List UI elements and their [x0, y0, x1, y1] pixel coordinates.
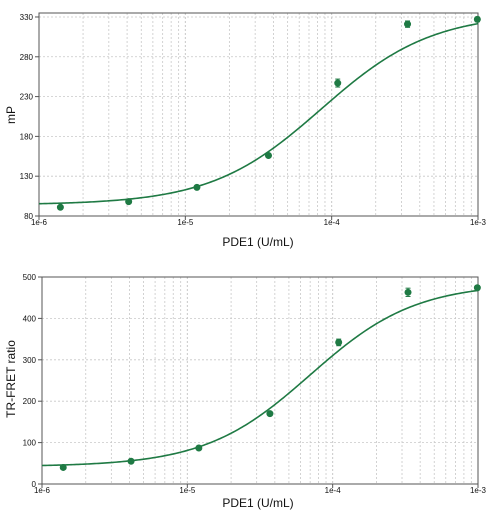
- x-tick-label: 1e-4: [324, 218, 341, 227]
- grid: [41, 276, 479, 485]
- data-point: [264, 151, 272, 159]
- fit-curve: [41, 289, 479, 467]
- axes: [35, 12, 479, 220]
- data-point: [193, 183, 201, 191]
- data-point: [127, 457, 135, 465]
- data-point: [195, 444, 203, 452]
- y-tick-label: 330: [20, 13, 34, 22]
- chart-top: 80 130 180 230 280 330 1e-6 1e-5 1e-4 1e-3 PDE1 (…: [4, 12, 487, 249]
- plot-background: [42, 277, 478, 484]
- data-point: [473, 284, 481, 292]
- fit-curve: [38, 22, 479, 205]
- axes: [38, 276, 479, 488]
- y-tick-label: 180: [20, 132, 34, 141]
- data-point: [125, 198, 133, 206]
- data-point: [56, 203, 64, 211]
- y-tick-label: 80: [24, 212, 33, 221]
- data-point: [335, 338, 343, 346]
- plot-frame: [41, 276, 479, 485]
- fit-line: [41, 289, 479, 467]
- data-point: [473, 15, 481, 23]
- x-axis-label: PDE1 (U/mL): [222, 496, 293, 510]
- x-tick-label: 1e-6: [31, 218, 48, 227]
- tick-labels: 80 130 180 230 280 330 1e-6 1e-5 1e-4 1e-3: [20, 13, 487, 227]
- y-tick-label: 130: [20, 172, 34, 181]
- y-tick-label: 300: [23, 356, 37, 365]
- data-point: [334, 79, 342, 87]
- data-point: [404, 288, 412, 296]
- plot-frame: [38, 12, 479, 217]
- data-point: [404, 20, 412, 28]
- x-tick-label: 1e-4: [325, 486, 342, 495]
- x-tick-label: 1e-5: [177, 218, 194, 227]
- y-tick-label: 400: [23, 314, 37, 323]
- y-tick-label: 280: [20, 53, 34, 62]
- data-points: [56, 15, 481, 211]
- x-tick-label: 1e-5: [179, 486, 196, 495]
- x-tick-label: 1e-6: [34, 486, 51, 495]
- data-point: [266, 410, 274, 418]
- fit-line: [38, 22, 479, 205]
- data-points: [59, 284, 481, 471]
- y-tick-label: 100: [23, 439, 37, 448]
- y-axis-label: mP: [4, 106, 18, 124]
- y-tick-label: 0: [32, 480, 37, 489]
- x-tick-label: 1e-3: [470, 486, 487, 495]
- y-axis-label: TR-FRET ratio: [4, 340, 18, 418]
- tick-labels: 0 100 200 300 400 500 1e-6 1e-5 1e-4 1e-3: [23, 273, 487, 495]
- x-axis-label: PDE1 (U/mL): [222, 235, 293, 249]
- data-point: [59, 463, 67, 471]
- y-tick-label: 230: [20, 93, 34, 102]
- chart-bottom: 0 100 200 300 400 500 1e-6 1e-5 1e-4 1e-3 PDE1 (U…: [4, 273, 487, 510]
- y-tick-label: 200: [23, 397, 37, 406]
- y-tick-label: 500: [23, 273, 37, 282]
- x-tick-label: 1e-3: [470, 218, 487, 227]
